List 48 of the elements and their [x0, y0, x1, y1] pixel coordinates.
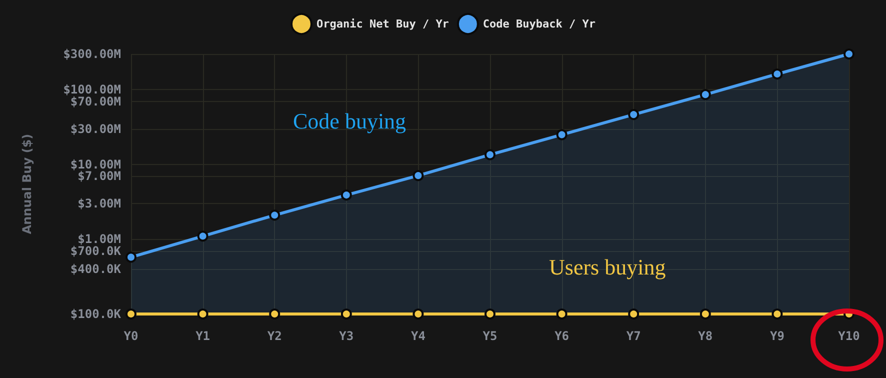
x-tick-label: Y0 [124, 329, 138, 343]
point [772, 308, 783, 320]
x-tick-label: Y7 [626, 329, 641, 343]
point [700, 89, 711, 100]
y-tick-label: $70.00M [70, 94, 121, 108]
x-tick-label: Y8 [698, 329, 713, 343]
x-tick-label: Y9 [770, 329, 784, 343]
y-tick-label: $10.00M [70, 157, 121, 172]
point [197, 230, 208, 242]
y-tick-label: $3.00M [78, 196, 121, 211]
point [628, 308, 640, 320]
point [340, 190, 352, 201]
point [126, 308, 136, 320]
point [556, 129, 568, 140]
point [197, 308, 208, 320]
y-tick-label: $100.00M [63, 82, 121, 97]
point [844, 48, 854, 60]
point [126, 252, 136, 263]
legend-label: Code Buyback / Yr [482, 18, 596, 30]
point [340, 308, 352, 320]
x-tick-label: Y2 [267, 329, 282, 343]
legend-label: Organic Net Buy / Yr [316, 18, 450, 30]
x-tick-label: Y3 [339, 329, 354, 343]
annotation: Users buying [549, 254, 666, 280]
point [556, 308, 568, 320]
y-tick-label: $7.00M [78, 169, 121, 184]
point [412, 308, 424, 320]
y-tick-label: $700.0K [70, 244, 122, 258]
x-tick-label: Y10 [838, 329, 860, 343]
x-tick-label: Y5 [482, 329, 498, 343]
point [700, 308, 711, 320]
x-tick-label: Y4 [410, 329, 426, 343]
point [412, 170, 424, 182]
point [269, 210, 280, 221]
y-tick-label: $30.00M [70, 122, 121, 136]
x-tick-label: Y1 [196, 329, 210, 343]
point [269, 308, 280, 320]
x-tick-label: Y6 [554, 329, 570, 343]
point [628, 109, 640, 120]
y-tick-label: $100.0K [70, 307, 122, 321]
annotation: Code buying [293, 108, 406, 134]
y-tick-label: $300.00M [63, 47, 121, 61]
point [772, 68, 783, 80]
y-tick-label: $1.00M [78, 232, 121, 246]
y-axis-title: Annual Buy ($) [20, 134, 34, 234]
point [484, 149, 496, 160]
point [484, 308, 496, 320]
y-tick-label: $400.0K [70, 262, 122, 276]
